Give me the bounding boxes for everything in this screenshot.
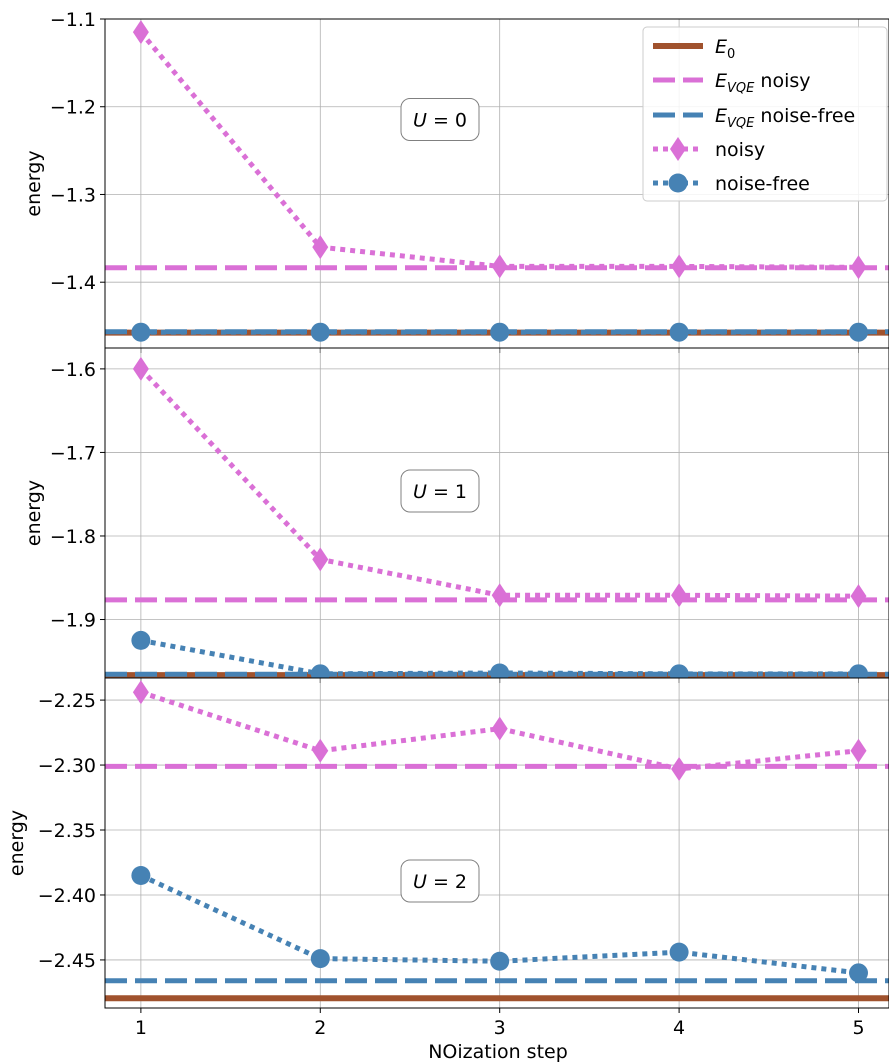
noise-free-series-line	[139, 873, 859, 976]
annotation-box	[400, 469, 480, 513]
y-tick-label: −1.8	[50, 526, 96, 548]
noise-free-marker-1	[131, 322, 151, 342]
noisy-marker-5	[850, 584, 867, 609]
noise-free-marker-4	[669, 942, 689, 962]
noise-free-marker-4	[669, 322, 689, 342]
noise-free-marker-1	[131, 630, 151, 650]
noisy-marker-3	[491, 254, 508, 279]
annotation-label: U = 1	[413, 481, 467, 503]
noisy-marker-4	[671, 756, 688, 781]
y-tick-label: −1.7	[50, 442, 96, 464]
y-tick-label: −2.45	[38, 950, 96, 972]
annotation-label: U = 0	[413, 110, 467, 132]
noisy-marker-2	[312, 547, 329, 572]
noisy-marker-1	[132, 20, 149, 45]
x-tick-label: 3	[494, 1017, 506, 1039]
panel-frame	[104, 677, 889, 1009]
noise-free-marker-2	[310, 949, 330, 969]
legend-entry-E0: E0	[653, 36, 735, 62]
noise-free-marker-3	[490, 951, 510, 971]
annotation-box	[400, 859, 480, 903]
y-tick-label: −2.40	[38, 885, 96, 907]
noise-free-marker-5	[849, 963, 869, 983]
noisy-marker-5	[850, 738, 867, 763]
y-tick-label: −1.3	[50, 184, 96, 206]
legend-label: noise-free	[715, 173, 810, 195]
y-tick-label: −1.2	[50, 97, 96, 119]
legend-noisy-marker	[670, 137, 686, 161]
noise-free-marker-1	[131, 865, 151, 885]
legend-entry-free: noise-free	[653, 173, 810, 195]
noisy-marker-2	[312, 738, 329, 763]
legend-label: E0	[715, 36, 735, 62]
legend-entry-evqe_free: EVQE noise-free	[653, 105, 855, 131]
legend: E0 EVQE noisy EVQE noise-free noisy noise-fr…	[642, 26, 888, 202]
annotation-box	[400, 98, 480, 141]
y-tick-label: −1.1	[50, 9, 96, 31]
noisy-marker-4	[671, 583, 688, 608]
noisy-marker-4	[671, 254, 688, 279]
noisy-marker-1	[132, 356, 149, 381]
annotation-label: U = 2	[413, 871, 467, 893]
x-axis-label: NOization step	[428, 1041, 568, 1063]
legend-label: noisy	[715, 139, 765, 161]
legend-entry-evqe_noisy: EVQE noisy	[653, 70, 811, 96]
panel-1: −1.6 −1.7 −1.8 −1.9 energy U = 1	[23, 347, 889, 683]
y-tick-label: −1.6	[50, 359, 96, 381]
x-tick-label: 5	[852, 1017, 864, 1039]
noise-free-marker-2	[310, 322, 330, 342]
legend-entry-noisy: noisy	[653, 137, 765, 161]
noisy-series-line	[140, 689, 859, 772]
legend-label: EVQE noise-free	[715, 105, 855, 131]
noise-free-marker-3	[490, 663, 510, 678]
y-axis-label: energy	[23, 150, 45, 216]
x-tick-label: 2	[314, 1017, 326, 1039]
y-tick-label: −2.35	[38, 820, 96, 842]
noisy-marker-2	[312, 235, 329, 260]
noise-free-marker-4	[669, 664, 689, 678]
y-axis-label: energy	[6, 810, 28, 876]
noise-free-marker-5	[849, 664, 868, 678]
noise-free-marker-5	[849, 322, 869, 342]
legend-noise-free-marker	[668, 173, 688, 193]
y-axis-label: energy	[23, 480, 45, 546]
panel-0: −1.1 −1.2 −1.3 −1.4 energy U = 0	[23, 9, 889, 353]
y-tick-label: −2.25	[38, 690, 96, 712]
x-tick-label: 4	[673, 1017, 685, 1039]
y-tick-label: −1.4	[50, 272, 96, 294]
legend-label: EVQE noisy	[715, 70, 811, 96]
noise-free-marker-3	[490, 322, 510, 342]
y-tick-label: −1.9	[50, 610, 96, 632]
noisy-marker-3	[491, 583, 508, 608]
noisy-marker-5	[850, 255, 867, 280]
legend-box	[642, 26, 888, 202]
y-tick-label: −2.30	[38, 755, 96, 777]
panel-plot-area	[105, 356, 889, 678]
panel-plot-area	[105, 20, 889, 342]
panel-2: −2.25 −2.30 −2.35 −2.40 −2.45 1 2 3 4 5 energy U = …	[6, 677, 889, 1039]
panel-plot-area	[105, 680, 889, 1002]
noisy-marker-3	[491, 716, 508, 741]
noise-free-marker-2	[310, 664, 330, 678]
x-tick-label: 1	[135, 1017, 147, 1039]
panel-frame	[104, 347, 889, 679]
noisy-marker-1	[132, 680, 149, 705]
